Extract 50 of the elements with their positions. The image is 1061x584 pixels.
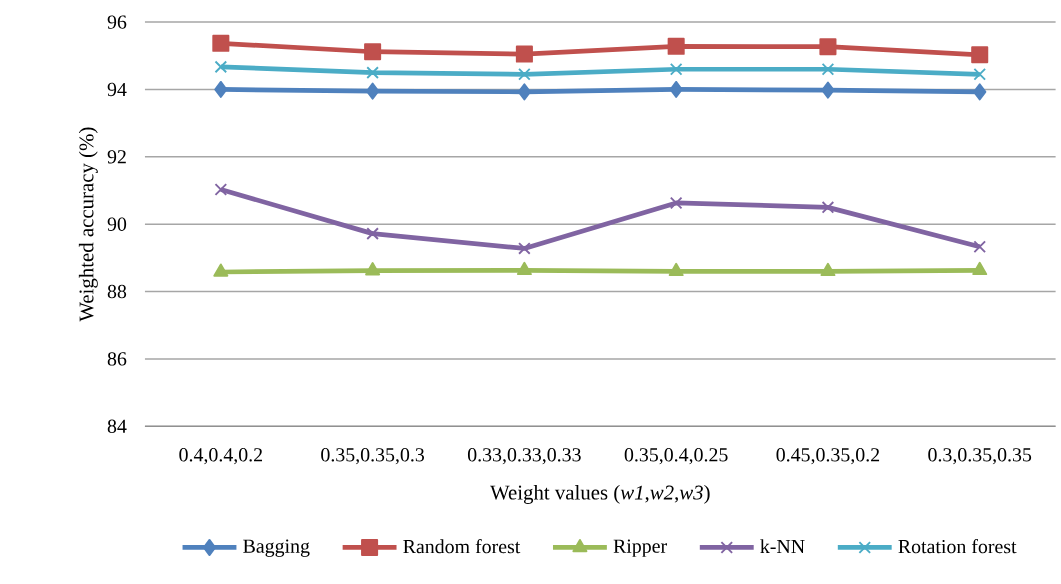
point [365,82,380,100]
point [821,62,835,76]
legend-label: Bagging [243,539,310,557]
y-tick-label: 96 [107,15,127,29]
point [214,80,228,98]
x-tick-label: 0.33,0.33,0.33 [467,448,581,465]
point [821,81,835,99]
point [366,66,379,79]
legend-label: k-NN [760,539,805,553]
point [515,45,533,63]
point [212,34,230,52]
y-axis-title: Weighted accuracy (%) [78,127,98,322]
x-axis-title: Weight values (w1,w2,w3) [490,484,710,504]
point [518,67,531,81]
point [973,67,987,81]
y-tick-label: 84 [107,419,127,433]
point [669,196,683,210]
point [518,242,531,255]
point [973,83,987,101]
point [667,37,685,55]
x-tick-label: 0.3,0.35,0.35 [928,448,1032,465]
point [668,262,684,276]
legend-label: Ripper [613,539,667,557]
x-tick-label: 0.4,0.4,0.2 [179,448,262,465]
point [821,200,835,214]
y-tick-label: 88 [107,284,127,299]
point [819,38,837,56]
point [214,183,228,196]
point [213,263,229,277]
point [820,262,836,276]
point [365,262,381,276]
point [971,46,989,64]
legend-label: Rotation forest [898,539,1017,554]
y-tick-label: 92 [107,150,126,164]
point [214,60,228,74]
point [517,83,532,101]
x-tick-label: 0.35,0.4,0.25 [624,448,728,465]
y-tick-label: 94 [107,82,127,97]
point [516,261,532,275]
point [669,62,683,76]
point [669,80,683,98]
point [366,227,379,240]
x-tick-label: 0.45,0.35,0.2 [776,448,880,465]
y-tick-label: 86 [107,352,127,366]
point [972,261,988,275]
legend-label: Random forest [403,539,521,554]
point [973,240,987,253]
x-tick-label: 0.35,0.35,0.3 [321,448,425,465]
point [364,43,382,61]
y-tick-label: 90 [107,217,127,231]
